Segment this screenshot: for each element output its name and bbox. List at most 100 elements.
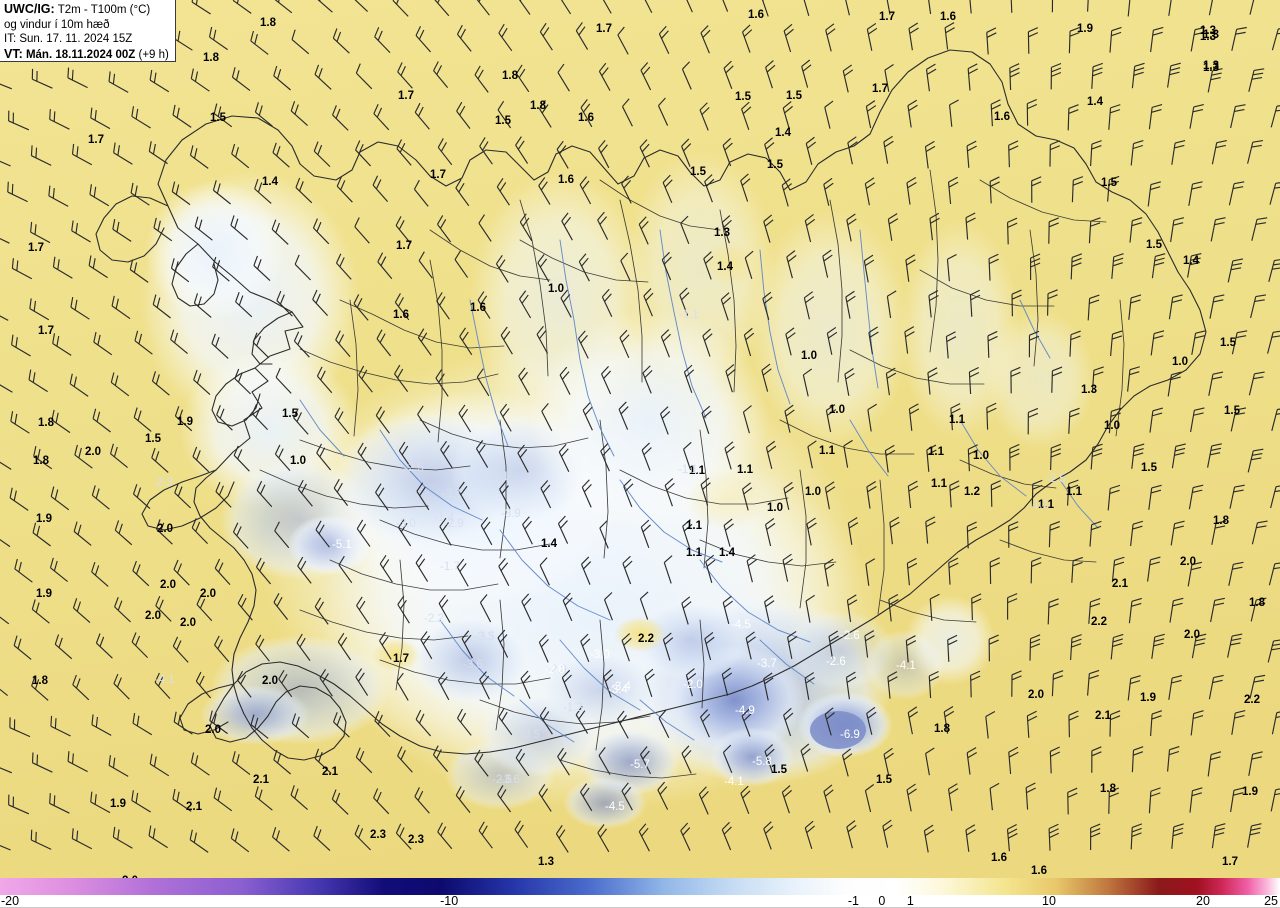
temp-value-label-negative: -5.1 <box>332 539 352 551</box>
temp-value-label-positive: 1.7 <box>393 653 409 665</box>
temp-value-label-positive: 1.1 <box>949 414 965 426</box>
temp-value-label-negative: -3.0 <box>590 649 610 661</box>
temp-value-label-positive: 1.7 <box>596 23 612 35</box>
temp-value-label-negative: -3.4 <box>608 684 628 696</box>
temp-value-label-positive: 2.0 <box>157 523 173 535</box>
temp-value-label-negative: -2.9 <box>547 664 567 676</box>
colorbar-tick: 20 <box>1196 894 1210 908</box>
temp-value-label-positive: 1.0 <box>1172 356 1188 368</box>
temp-value-label-positive: 1.5 <box>1146 239 1162 251</box>
temp-value-label-positive: 1.5 <box>735 91 751 103</box>
temp-value-label-positive: 1.1 <box>928 446 944 458</box>
temp-value-label-positive: 1.7 <box>28 242 44 254</box>
temp-value-label-positive: 1.9 <box>1242 786 1258 798</box>
temp-value-label-positive: 2.0 <box>122 875 138 878</box>
wind-label: og vindur í 10m hæð <box>4 18 110 31</box>
coastline <box>95 49 1207 779</box>
temp-value-label-negative: -3.5 <box>475 631 495 643</box>
temp-value-label-negative: -3.6 <box>463 659 483 671</box>
temp-value-label-positive: 1.8 <box>530 100 546 112</box>
temp-value-label-positive: 1.0 <box>290 455 306 467</box>
temp-value-label-positive: 1.7 <box>430 169 446 181</box>
temp-value-label-positive: 1.0 <box>767 502 783 514</box>
temp-value-label-negative: -4.5 <box>605 801 625 813</box>
temp-value-label-positive: 1.4 <box>719 547 735 559</box>
temp-value-label-negative: -1.1 <box>1029 499 1049 511</box>
temp-value-label-positive: 1.3 <box>1203 62 1219 74</box>
map-canvas[interactable]: 1.8 1.7 1.6 1.7 1.6 1.9 1.3 1.3 1.3 1.8 1.7 1.8 1.5 1… <box>0 0 1280 878</box>
temp-value-label-positive: 1.6 <box>558 174 574 186</box>
field-label: T2m - T100m (°C) <box>57 4 151 16</box>
temp-value-label-positive: 2.3 <box>408 834 424 846</box>
temp-value-label-positive: 1.9 <box>36 588 52 600</box>
temp-value-label-positive: 1.8 <box>203 52 219 64</box>
temp-value-label-negative: -5.8 <box>752 756 772 768</box>
temp-value-label-positive: 1.6 <box>470 302 486 314</box>
temp-value-label-negative: -2.6 <box>826 656 846 668</box>
temp-value-label-positive: 1.7 <box>398 90 414 102</box>
temp-value-label-positive: 1.8 <box>260 17 276 29</box>
temp-value-label-positive: 2.0 <box>1028 689 1044 701</box>
temp-value-label-negative: -4.1 <box>896 660 916 672</box>
info-line-it: IT: Sun. 17. 11. 2024 15Z <box>4 32 172 47</box>
temp-value-label-positive: 1.6 <box>940 11 956 23</box>
temp-value-label-positive: 1.1 <box>1038 499 1054 511</box>
temp-value-label-positive: 1.8 <box>1213 515 1229 527</box>
temp-value-label-negative: -1.4 <box>434 512 454 524</box>
temp-value-label-positive: 1.1 <box>686 547 702 559</box>
temp-value-label-positive: 1.3 <box>714 227 730 239</box>
temp-value-label-positive: 2.1 <box>322 766 338 778</box>
temp-value-label-positive: 1.7 <box>396 240 412 252</box>
temp-value-label-positive: 1.6 <box>393 309 409 321</box>
temp-value-label-negative: -2.5 <box>1046 473 1066 485</box>
temp-value-label-positive: 1.8 <box>934 723 950 735</box>
temp-value-label-positive: 1.1 <box>686 520 702 532</box>
temp-value-label-positive: 1.5 <box>1224 405 1240 417</box>
temp-value-label-positive: 1.0 <box>548 283 564 295</box>
colorbar-tick: 10 <box>1042 894 1056 908</box>
temp-value-label-positive: 2.0 <box>200 588 216 600</box>
rivers <box>299 229 1099 743</box>
temp-value-label-negative: -2.9 <box>444 518 464 530</box>
temp-value-label-positive: 1.4 <box>775 127 791 139</box>
info-line-field: UWC/IG: T2m - T100m (°C) <box>4 2 172 18</box>
temp-value-label-negative: -3.9 <box>501 508 521 520</box>
colorbar[interactable]: -20 -10 -1 0 1 10 20 25 <box>0 878 1280 908</box>
temp-value-label-positive: 1.7 <box>872 83 888 95</box>
temp-value-label-positive: 1.3 <box>1200 25 1216 37</box>
vt-label: VT: <box>4 46 23 61</box>
temp-value-label-positive: 1.8 <box>502 70 518 82</box>
temp-value-label-positive: 2.1 <box>1095 710 1111 722</box>
temp-value-label-positive: 2.2 <box>1091 616 1107 628</box>
temp-value-label-positive: 1.8 <box>33 455 49 467</box>
temp-value-label-positive: 1.6 <box>748 9 764 21</box>
temp-value-label-negative: -1.1 <box>679 309 699 321</box>
colorbar-tick: 0 <box>878 894 886 908</box>
temp-value-label-positive: 2.0 <box>85 446 101 458</box>
temp-value-label-negative: -3.4 <box>611 681 631 693</box>
colorbar-tick: -20 <box>1 894 20 908</box>
temp-value-label-negative: -3.3 <box>474 631 494 643</box>
temp-value-label-negative: -4.9 <box>735 705 755 717</box>
temp-value-label-negative: -2.6 <box>840 630 860 642</box>
info-line-vt: VT: Mán. 18.11.2024 00Z (+9 h) <box>4 47 172 63</box>
temp-value-label-positive: 2.0 <box>180 617 196 629</box>
temp-value-label-positive: 1.3 <box>1203 60 1219 72</box>
temp-value-label-positive: 1.2 <box>964 486 980 498</box>
temp-value-label-positive: 2.1 <box>186 801 202 813</box>
temp-value-label-positive: 2.0 <box>205 724 221 736</box>
temp-value-label-positive: 1.7 <box>88 134 104 146</box>
temp-value-label-positive: 1.5 <box>495 115 511 127</box>
temp-value-label-positive: 1.9 <box>1077 23 1093 35</box>
colorbar-tick: 1 <box>906 894 914 908</box>
temp-value-label-positive: 1.5 <box>876 774 892 786</box>
temp-value-label-negative: -2.5 <box>404 462 424 474</box>
colorbar-gradient <box>0 878 1280 895</box>
temp-value-label-positive: 1.5 <box>1141 462 1157 474</box>
temp-value-label-negative: -2.3 <box>153 477 173 489</box>
temp-value-label-positive: 1.1 <box>737 464 753 476</box>
temp-value-label-positive: 1.1 <box>689 465 705 477</box>
temp-value-label-negative: -2.2 <box>455 754 475 766</box>
temp-value-label-positive: 1.8 <box>38 417 54 429</box>
